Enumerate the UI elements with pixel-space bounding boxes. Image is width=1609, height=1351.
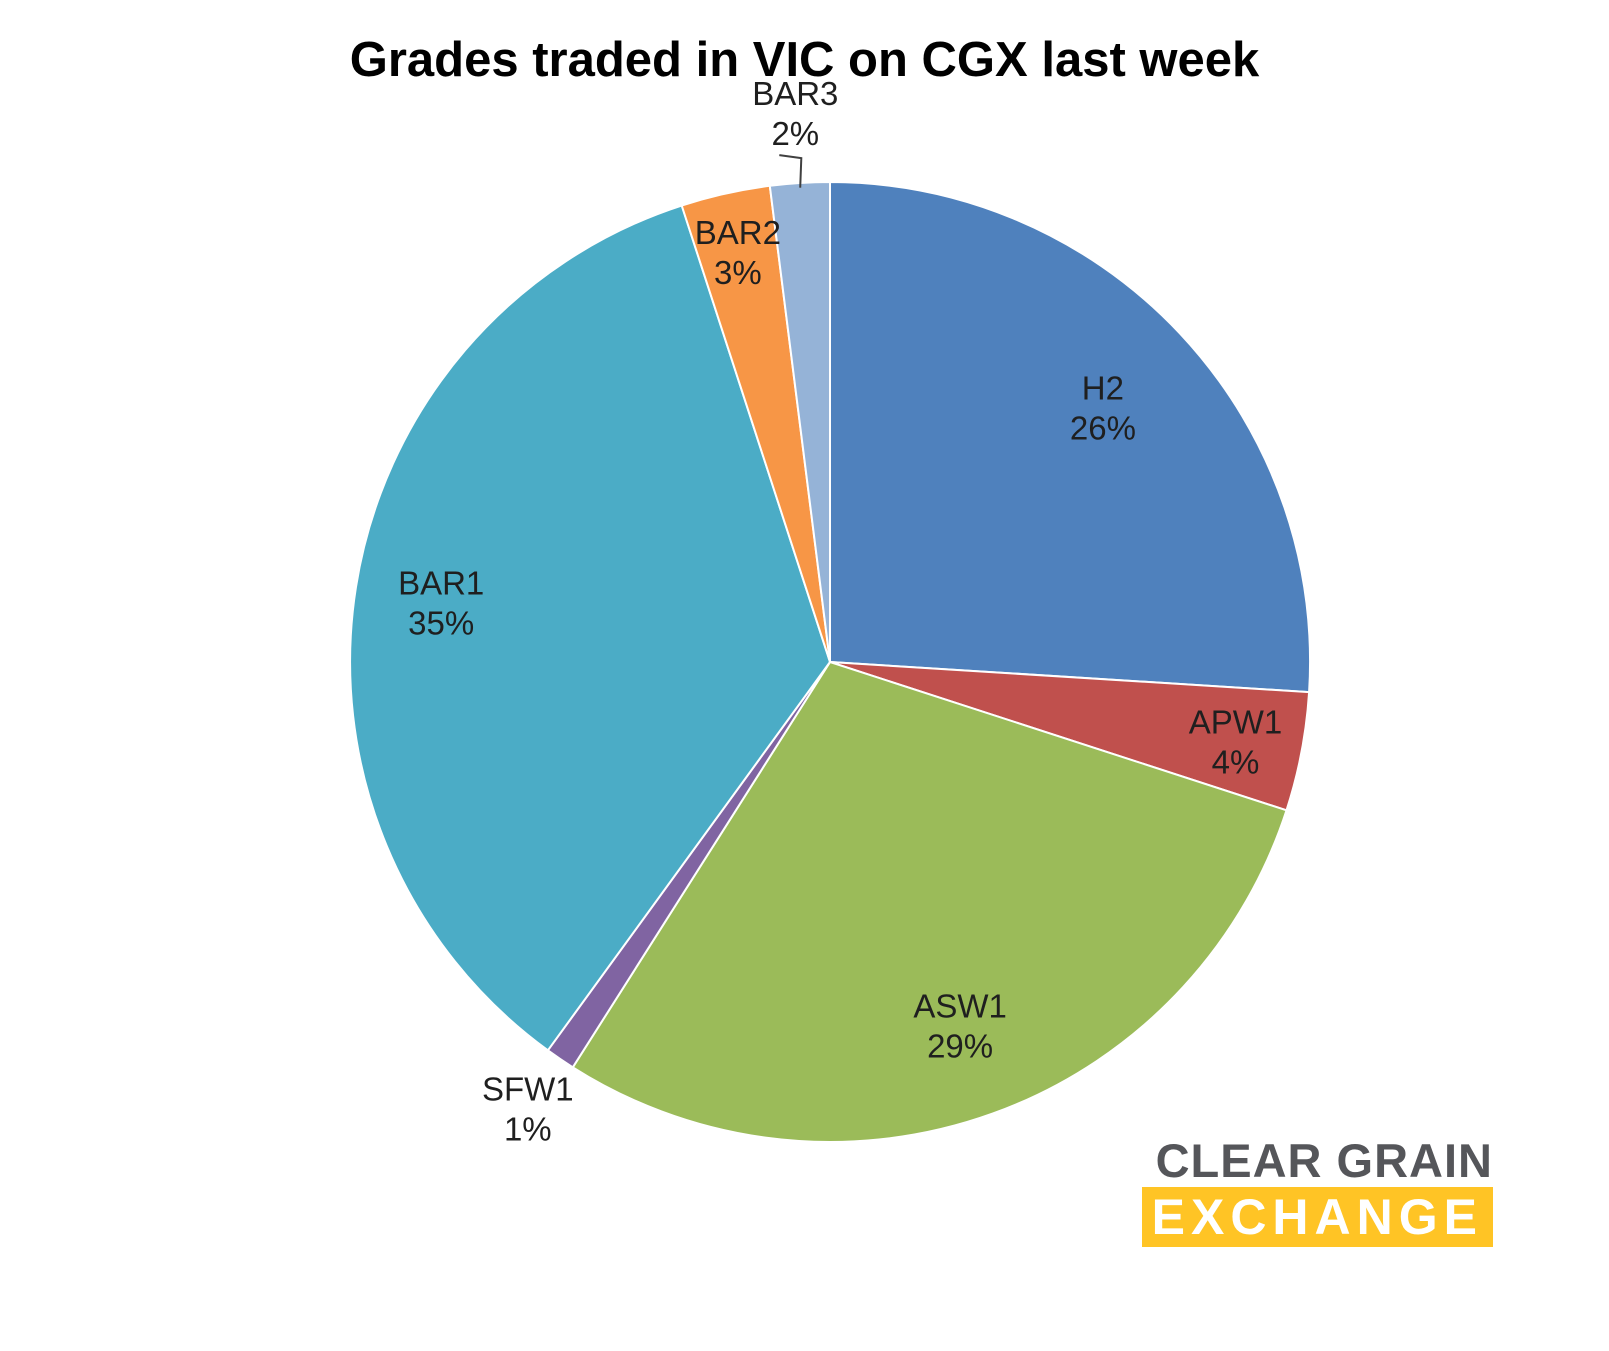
- slice-label-name: ASW1: [913, 987, 1007, 1024]
- slice-label-percent: 26%: [1070, 410, 1136, 447]
- slice-label-percent: 29%: [927, 1027, 993, 1064]
- slice-label-percent: 3%: [714, 254, 762, 291]
- slice-label-name: H2: [1082, 370, 1124, 407]
- slice-label-name: SFW1: [482, 1071, 574, 1108]
- slice-label-percent: 35%: [408, 604, 474, 641]
- slice-label-percent: 2%: [771, 115, 819, 152]
- cgx-logo: CLEAR GRAIN EXCHANGE: [1141, 1134, 1493, 1248]
- chart-title: Grades traded in VIC on CGX last week: [349, 33, 1260, 87]
- slice-label-name: BAR1: [398, 564, 484, 601]
- slice-label-name: APW1: [1189, 703, 1283, 740]
- slice-label-name: BAR2: [695, 214, 781, 251]
- slice-label-percent: 1%: [504, 1111, 552, 1148]
- pie-slice-bar1: [349, 204, 831, 1052]
- label-leader-line: [779, 154, 803, 188]
- logo-exchange-badge: EXCHANGE: [1141, 1187, 1493, 1248]
- logo-clear-grain-text: CLEAR GRAIN: [1155, 1134, 1493, 1187]
- slice-label-percent: 4%: [1212, 743, 1260, 780]
- slice-label-name: BAR3: [752, 75, 838, 112]
- pie-slice-asw1: [571, 661, 1288, 1144]
- pie-slice-h2: [829, 181, 1312, 694]
